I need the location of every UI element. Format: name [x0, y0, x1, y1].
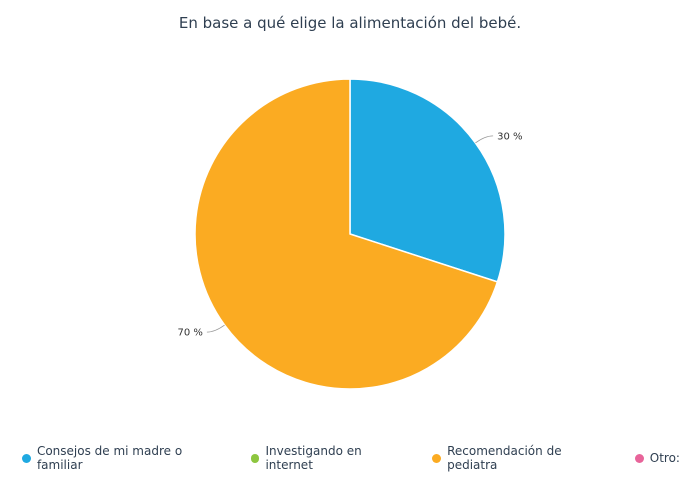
legend-label-otro: Otro: [649, 451, 680, 465]
legend-label-internet: Investigando en internet [265, 444, 362, 472]
chart-title: En base a qué elige la alimentación del … [178, 14, 522, 32]
legend-item-pediatra[interactable]: Recomendación de pediatra [432, 444, 615, 472]
legend-item-internet[interactable]: Investigando en internet [250, 444, 413, 472]
legend-label-pediatra: Recomendación de pediatra [447, 444, 562, 472]
legend: Consejos de mi madre o familiar Investig… [22, 444, 700, 472]
legend-item-otro[interactable]: Otro: [634, 451, 680, 465]
legend-item-consejos[interactable]: Consejos de mi madre o familiar [22, 444, 231, 472]
leader-line-0 [475, 135, 494, 144]
pie-slice-2[interactable] [194, 78, 499, 390]
slice-label-0: 30 % [497, 131, 522, 142]
leader-line-2 [206, 324, 225, 333]
legend-swatch-pediatra [432, 453, 442, 463]
legend-swatch-consejos [22, 453, 31, 463]
legend-swatch-otro [634, 453, 644, 463]
pie-slice-0[interactable] [349, 78, 506, 283]
legend-label-consejos: Consejos de mi madre o familiar [36, 444, 183, 472]
slice-label-2: 70 % [177, 328, 202, 339]
legend-swatch-internet [250, 453, 260, 463]
